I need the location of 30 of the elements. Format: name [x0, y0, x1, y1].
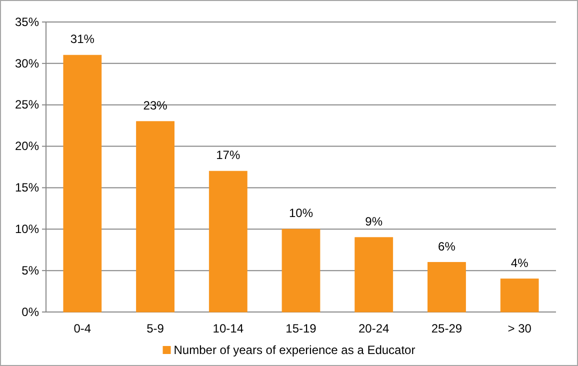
y-tick-label: 30% — [14, 56, 40, 70]
data-label: 31% — [70, 32, 95, 46]
data-label: 6% — [438, 239, 456, 254]
x-tick-label: 20-24 — [358, 322, 390, 336]
x-tick-label: 0-4 — [74, 322, 92, 336]
data-label: 17% — [216, 148, 240, 162]
bar — [428, 262, 466, 312]
data-label: 23% — [143, 98, 168, 112]
x-tick-label: 25-29 — [431, 322, 462, 336]
y-tick-label: 15% — [14, 180, 40, 195]
data-label: 4% — [510, 256, 529, 270]
y-tick-label: 35% — [14, 14, 40, 29]
x-tick-label: 15-19 — [286, 322, 317, 336]
y-tick-label: 20% — [14, 139, 40, 154]
bar — [282, 228, 320, 312]
bar — [354, 237, 394, 312]
y-tick-label: 10% — [14, 222, 40, 236]
y-tick-label: 25% — [14, 98, 40, 112]
x-tick-label: 5-9 — [146, 322, 164, 336]
legend-label: Number of years of experience as a Educator — [174, 343, 416, 357]
bar — [136, 121, 174, 312]
x-tick-label: > 30 — [508, 322, 532, 336]
bar — [208, 170, 248, 312]
bar — [63, 54, 102, 312]
data-label: 10% — [288, 206, 314, 220]
x-tick-label: 10-14 — [212, 322, 244, 336]
data-label: 9% — [365, 214, 383, 228]
y-tick-label: 5% — [22, 263, 40, 278]
bar — [500, 278, 539, 312]
y-tick-label: 0% — [22, 304, 40, 319]
